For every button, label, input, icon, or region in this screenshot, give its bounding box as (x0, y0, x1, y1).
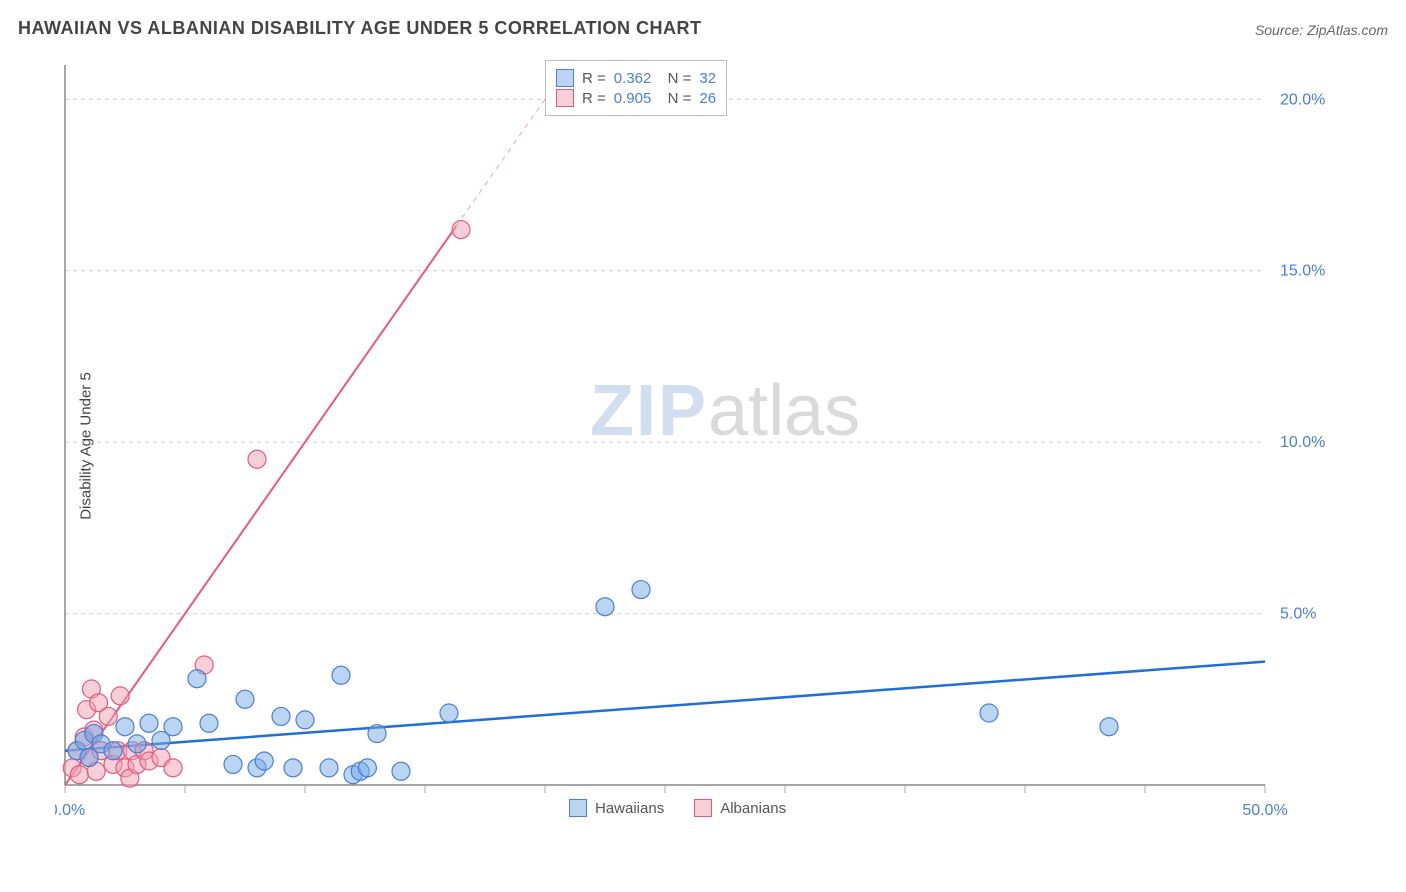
legend-r-label: R = (582, 90, 606, 107)
data-point-hawaiians (368, 725, 386, 743)
data-point-hawaiians (128, 735, 146, 753)
stats-legend-row: R = 0.362 N = 32 (556, 69, 716, 87)
x-origin-label: 0.0% (55, 802, 85, 819)
data-point-hawaiians (1100, 718, 1118, 736)
data-point-hawaiians (272, 707, 290, 725)
data-point-hawaiians (236, 690, 254, 708)
stats-legend-row: R = 0.905 N = 26 (556, 89, 716, 107)
data-point-albanians (70, 766, 88, 784)
legend-r-label: R = (582, 70, 606, 87)
scatter-plot: 5.0% 10.0% 15.0% 20.0% 0.0% 50.0% (55, 55, 1345, 885)
data-point-hawaiians (392, 762, 410, 780)
series-legend-label: Hawaiians (595, 800, 664, 817)
x-end-label: 50.0% (1242, 802, 1287, 819)
series-legend-item: Hawaiians (569, 799, 664, 817)
data-point-hawaiians (200, 714, 218, 732)
legend-n-value: 32 (699, 70, 716, 87)
legend-swatch-hawaiians (569, 799, 587, 817)
data-point-albanians (452, 221, 470, 239)
data-point-hawaiians (104, 742, 122, 760)
chart-container: HAWAIIAN VS ALBANIAN DISABILITY AGE UNDE… (0, 0, 1406, 892)
y-tick-label: 15.0% (1280, 263, 1325, 280)
data-point-hawaiians (116, 718, 134, 736)
legend-swatch-albanians (694, 799, 712, 817)
data-point-hawaiians (255, 752, 273, 770)
data-point-albanians (99, 707, 117, 725)
legend-n-label: N = (659, 90, 691, 107)
data-point-hawaiians (224, 755, 242, 773)
series-legend-label: Albanians (720, 800, 786, 817)
y-tick-label: 5.0% (1280, 606, 1316, 623)
chart-title: HAWAIIAN VS ALBANIAN DISABILITY AGE UNDE… (18, 18, 702, 39)
data-point-hawaiians (284, 759, 302, 777)
data-point-hawaiians (980, 704, 998, 722)
data-point-hawaiians (320, 759, 338, 777)
legend-n-label: N = (659, 70, 691, 87)
data-point-hawaiians (332, 666, 350, 684)
data-point-hawaiians (188, 670, 206, 688)
data-point-hawaiians (140, 714, 158, 732)
y-tick-label: 20.0% (1280, 91, 1325, 108)
data-point-albanians (111, 687, 129, 705)
legend-r-value: 0.362 (614, 70, 652, 87)
legend-r-value: 0.905 (614, 90, 652, 107)
data-point-hawaiians (296, 711, 314, 729)
data-point-albanians (248, 450, 266, 468)
data-point-hawaiians (632, 581, 650, 599)
data-point-albanians (164, 759, 182, 777)
legend-swatch-hawaiians (556, 69, 574, 87)
data-point-hawaiians (358, 759, 376, 777)
stats-legend: R = 0.362 N = 32R = 0.905 N = 26 (545, 60, 727, 116)
legend-swatch-albanians (556, 89, 574, 107)
source-attribution: Source: ZipAtlas.com (1255, 22, 1388, 38)
y-tick-label: 10.0% (1280, 434, 1325, 451)
legend-n-value: 26 (699, 90, 716, 107)
data-point-hawaiians (596, 598, 614, 616)
series-legend-item: Albanians (694, 799, 786, 817)
data-point-hawaiians (440, 704, 458, 722)
series-legend: Hawaiians Albanians (569, 797, 786, 819)
data-point-hawaiians (164, 718, 182, 736)
